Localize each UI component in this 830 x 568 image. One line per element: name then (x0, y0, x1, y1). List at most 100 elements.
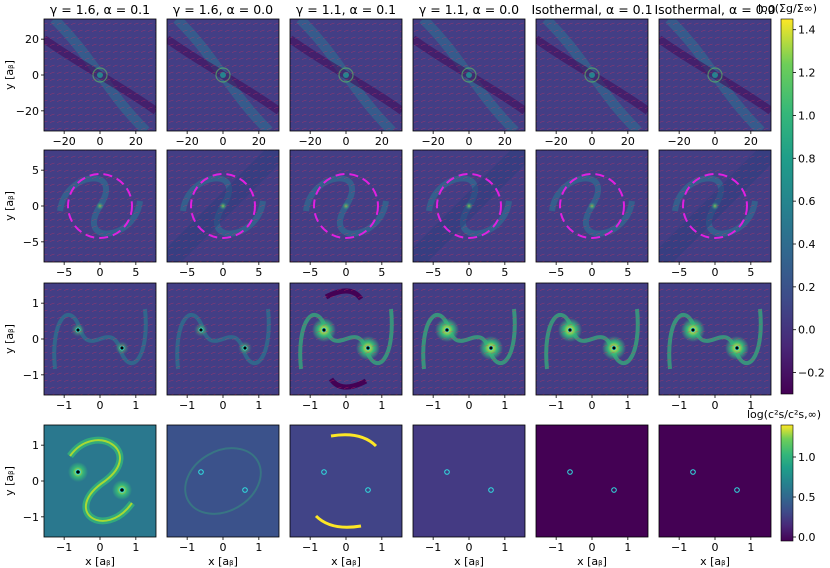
x-tick-label: −1 (671, 541, 687, 554)
x-tick-label: −1 (548, 399, 564, 412)
x-tick-label: 0 (220, 135, 227, 148)
x-tick-label: −1 (56, 541, 72, 554)
x-axis-label: x [aᵦ] (208, 555, 238, 568)
dashed-radius-circle (682, 173, 748, 239)
x-tick-label: −1 (671, 399, 687, 412)
panel: −1 0 1 1 0 −1 y [aᵦ] (3, 282, 157, 412)
hot-stream (330, 433, 378, 448)
y-tick-label: −5 (23, 236, 39, 249)
panel-image (659, 425, 771, 537)
binary-star (690, 469, 696, 475)
column-title: Isothermal, α = 0.0 (654, 2, 775, 17)
x-tick-label: 0 (220, 266, 227, 279)
background (167, 425, 279, 537)
y-tick-label: −1 (23, 511, 39, 524)
dashed-radius-circle (436, 173, 502, 239)
colorbar-top-ticks: 1.4 1.2 1.0 0.8 0.6 0.4 0.2 0.0 −0.2 (793, 24, 825, 380)
panel: −1 0 1 (658, 282, 772, 412)
x-tick-label: −1 (548, 541, 564, 554)
column-titles: γ = 1.6, α = 0.1 γ = 1.6, α = 0.0 γ = 1.1,… (50, 2, 776, 17)
x-tick-label: 1 (624, 399, 631, 412)
panel-image (536, 19, 648, 131)
panel-image (536, 283, 648, 395)
panel-image (659, 150, 771, 262)
x-tick-label: 0 (220, 399, 227, 412)
x-tick-label: −20 (53, 135, 76, 148)
x-tick-label: 0 (466, 399, 473, 412)
background (290, 425, 402, 537)
colorbar-tick-label: 0.2 (798, 281, 816, 294)
binary-star (488, 487, 494, 493)
y-tick-label: 0 (32, 475, 39, 488)
panel: −5 0 5 (166, 149, 280, 279)
x-axis-label: x [aᵦ] (577, 555, 607, 568)
x-tick-label: 1 (624, 541, 631, 554)
binary-star (119, 487, 125, 493)
hot-stream (314, 514, 362, 529)
y-axis-label: y [aᵦ] (3, 60, 16, 90)
x-tick-label: 1 (501, 541, 508, 554)
panel: −1 0 1 (412, 282, 526, 412)
colorbars: log(Σg/Σ∞) 1.41.21.00.80.60.40.20.0−0.2 … (747, 2, 825, 544)
panel: −1 0 1 x [aᵦ] (289, 424, 403, 568)
y-axis-label: y [aᵦ] (3, 324, 16, 354)
x-tick-label: 0 (220, 541, 227, 554)
panel-image (167, 425, 279, 537)
x-tick-label: 0 (466, 266, 473, 279)
x-tick-label: 20 (621, 135, 635, 148)
x-tick-label: −5 (425, 266, 441, 279)
binary-star (567, 469, 573, 475)
x-tick-label: 1 (255, 541, 262, 554)
velocity-arrows (413, 283, 525, 395)
panel: −20 0 20 (658, 18, 772, 148)
colorbar-top-gradient (780, 18, 794, 395)
binary-star (444, 469, 450, 475)
colorbar-tick-label: 0.6 (798, 195, 816, 208)
panel: −1 0 1 x [aᵦ] (535, 424, 649, 568)
x-tick-label: 20 (252, 135, 266, 148)
colorbar-top: log(Σg/Σ∞) 1.4 1.2 1.0 0.8 0.6 0.4 0.2 0.0 −0.2 (758, 2, 825, 395)
column-title: γ = 1.1, α = 0.1 (296, 2, 396, 17)
panel: −20 0 20 (166, 18, 280, 148)
y-tick-label: 5 (32, 164, 39, 177)
colorbar-tick-label: 0.0 (798, 531, 816, 544)
x-tick-label: 0 (343, 135, 350, 148)
velocity-arrows (659, 19, 771, 131)
panel: −5 0 5 5 0 −5 y [aᵦ] (3, 149, 157, 279)
panel-image (290, 19, 402, 131)
velocity-arrows (536, 19, 648, 131)
binary-star (365, 487, 371, 493)
panel-image (167, 150, 279, 262)
x-tick-label: 0 (589, 135, 596, 148)
column-title: γ = 1.1, α = 0.0 (419, 2, 519, 17)
velocity-arrows (44, 150, 156, 262)
y-tick-label: 1 (32, 297, 39, 310)
x-tick-label: 20 (744, 135, 758, 148)
panel: −1 0 1 x [aᵦ] (658, 424, 772, 568)
colorbar-tick-label: 1.0 (798, 109, 816, 122)
x-axis-label: x [aᵦ] (331, 555, 361, 568)
x-tick-label: 1 (378, 541, 385, 554)
x-tick-label: 5 (378, 266, 385, 279)
panel: −20 0 20 20 0 −20 y [aᵦ] (3, 18, 157, 148)
panel: −5 0 5 (289, 149, 403, 279)
panel-image (413, 150, 525, 262)
x-tick-label: 5 (501, 266, 508, 279)
colorbar-bottom-ticks: 1.0 0.5 0.0 (793, 451, 816, 544)
panel-image (659, 19, 771, 131)
panel-image (44, 150, 156, 262)
background (536, 425, 648, 537)
x-tick-label: 0 (589, 541, 596, 554)
velocity-arrows (536, 150, 648, 262)
x-tick-label: 0 (712, 266, 719, 279)
colorbar-bottom-label: log(c²s/c²s,∞) (747, 408, 821, 421)
velocity-arrows (44, 283, 156, 395)
panel-image (290, 283, 402, 395)
x-tick-label: −1 (179, 399, 195, 412)
x-tick-label: −20 (299, 135, 322, 148)
x-tick-label: −20 (422, 135, 445, 148)
column-title: γ = 1.6, α = 0.0 (173, 2, 273, 17)
x-axis-label: x [aᵦ] (700, 555, 730, 568)
panel: −1 0 1 1 0 −1 y [aᵦ] x [aᵦ] (3, 424, 157, 568)
